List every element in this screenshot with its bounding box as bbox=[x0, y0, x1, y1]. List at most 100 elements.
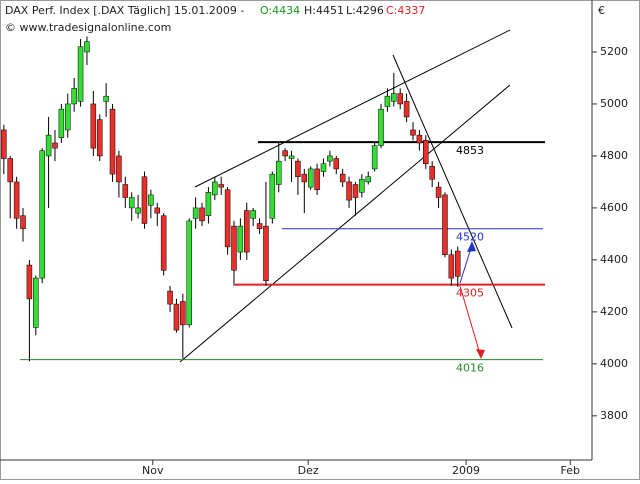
candle-body bbox=[39, 150, 45, 279]
candle-body bbox=[154, 207, 161, 214]
candle-body bbox=[295, 160, 301, 177]
candle-body bbox=[352, 184, 359, 198]
candle-body bbox=[7, 158, 13, 183]
candle-body bbox=[135, 207, 141, 214]
ohlc-open: O:4434 bbox=[260, 4, 300, 17]
candle-body bbox=[167, 290, 173, 305]
x-tick-label: Feb bbox=[561, 464, 580, 477]
candle-body bbox=[269, 173, 276, 219]
candle-body bbox=[423, 140, 429, 164]
candle-body bbox=[256, 223, 263, 229]
candle-body bbox=[58, 108, 65, 138]
candle-body bbox=[141, 176, 148, 224]
candle-body bbox=[231, 225, 237, 271]
y-tick-label: 5200 bbox=[600, 45, 628, 58]
candle-body bbox=[77, 46, 84, 102]
candle-body bbox=[45, 134, 52, 157]
level-label: 4520 bbox=[456, 231, 484, 244]
trendlines bbox=[179, 29, 513, 363]
candle-body bbox=[320, 163, 327, 172]
candle-body bbox=[397, 93, 403, 105]
trendline bbox=[179, 84, 511, 363]
candle-body bbox=[52, 142, 58, 149]
candle-body bbox=[205, 192, 212, 216]
candle-body bbox=[224, 189, 231, 248]
title: DAX Perf. Index [.DAX Täglich] 15.01.200… bbox=[5, 4, 244, 17]
candle-body bbox=[199, 207, 205, 222]
candle-body bbox=[148, 194, 154, 206]
level-label: 4305 bbox=[456, 287, 484, 300]
candle-body bbox=[307, 168, 314, 188]
candle-body bbox=[128, 197, 135, 209]
candle-body bbox=[20, 215, 26, 229]
level-label: 4016 bbox=[456, 362, 484, 375]
candle-body bbox=[371, 145, 378, 170]
candle-body bbox=[109, 108, 116, 175]
candle-body bbox=[33, 277, 39, 328]
candle-body bbox=[301, 173, 308, 183]
ohlc-close: C:4337 bbox=[386, 4, 425, 17]
candle-body bbox=[282, 150, 288, 157]
candle-body bbox=[173, 303, 180, 331]
currency: € bbox=[598, 4, 605, 17]
copyright: © www.tradesignalonline.com bbox=[5, 21, 171, 34]
candle-body bbox=[90, 103, 97, 149]
candle-body bbox=[339, 173, 346, 183]
candle-body bbox=[1, 129, 7, 159]
x-tick-label: Dez bbox=[298, 464, 319, 477]
candle-body bbox=[186, 220, 192, 326]
arrow-head bbox=[467, 241, 476, 252]
candle-body bbox=[403, 101, 410, 118]
y-tick-label: 3800 bbox=[600, 409, 628, 422]
y-tick-label: 4800 bbox=[600, 149, 628, 162]
x-tick-label: 2009 bbox=[452, 464, 480, 477]
candle-body bbox=[160, 215, 167, 271]
candle-body bbox=[454, 250, 461, 277]
x-tick-label: Nov bbox=[142, 464, 164, 477]
candle-body bbox=[65, 103, 71, 131]
ohlc-low: L:4296 bbox=[346, 4, 384, 17]
candle-body bbox=[314, 168, 320, 190]
candle-body bbox=[365, 176, 371, 183]
y-tick-label: 4200 bbox=[600, 305, 628, 318]
trendline bbox=[194, 29, 511, 188]
candle-body bbox=[122, 184, 129, 198]
candle-body bbox=[96, 119, 103, 157]
candle-body bbox=[410, 129, 416, 136]
arrow bbox=[459, 285, 481, 355]
arrow-head bbox=[476, 349, 485, 359]
candle-body bbox=[116, 155, 122, 183]
candle-body bbox=[333, 158, 340, 170]
candle-body bbox=[218, 184, 224, 188]
trendline bbox=[392, 54, 513, 329]
y-tick-label: 4000 bbox=[600, 357, 628, 370]
candle-body bbox=[435, 186, 442, 198]
candle-body bbox=[13, 181, 20, 219]
candle-body bbox=[212, 181, 218, 196]
candle-body bbox=[71, 88, 77, 105]
candle-body bbox=[84, 41, 90, 53]
candle-body bbox=[378, 108, 384, 146]
level-label: 4853 bbox=[456, 144, 484, 157]
candle-body bbox=[448, 254, 455, 279]
candle-body bbox=[442, 194, 448, 255]
candle-body bbox=[103, 95, 109, 102]
candle-body bbox=[327, 155, 333, 162]
candle-body bbox=[359, 179, 365, 193]
candle-body bbox=[288, 155, 295, 159]
ohlc-high: H:4451 bbox=[304, 4, 344, 17]
candle-body bbox=[416, 134, 423, 144]
candle-body bbox=[250, 210, 256, 219]
y-tick-label: 4400 bbox=[600, 253, 628, 266]
candle-body bbox=[237, 225, 244, 253]
candle-body bbox=[429, 166, 435, 180]
candle-body bbox=[26, 264, 33, 300]
y-tick-label: 4600 bbox=[600, 201, 628, 214]
candle-body bbox=[180, 301, 186, 326]
candle-body bbox=[263, 225, 269, 281]
candle-body bbox=[391, 93, 397, 102]
candle-body bbox=[275, 160, 282, 185]
candle-body bbox=[384, 95, 391, 107]
